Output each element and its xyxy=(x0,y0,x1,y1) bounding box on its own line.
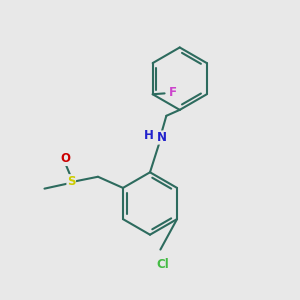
Text: N: N xyxy=(157,131,167,144)
Text: Cl: Cl xyxy=(156,259,169,272)
Text: S: S xyxy=(67,175,76,188)
Text: O: O xyxy=(60,152,70,165)
Text: F: F xyxy=(169,86,177,99)
Text: H: H xyxy=(144,129,154,142)
